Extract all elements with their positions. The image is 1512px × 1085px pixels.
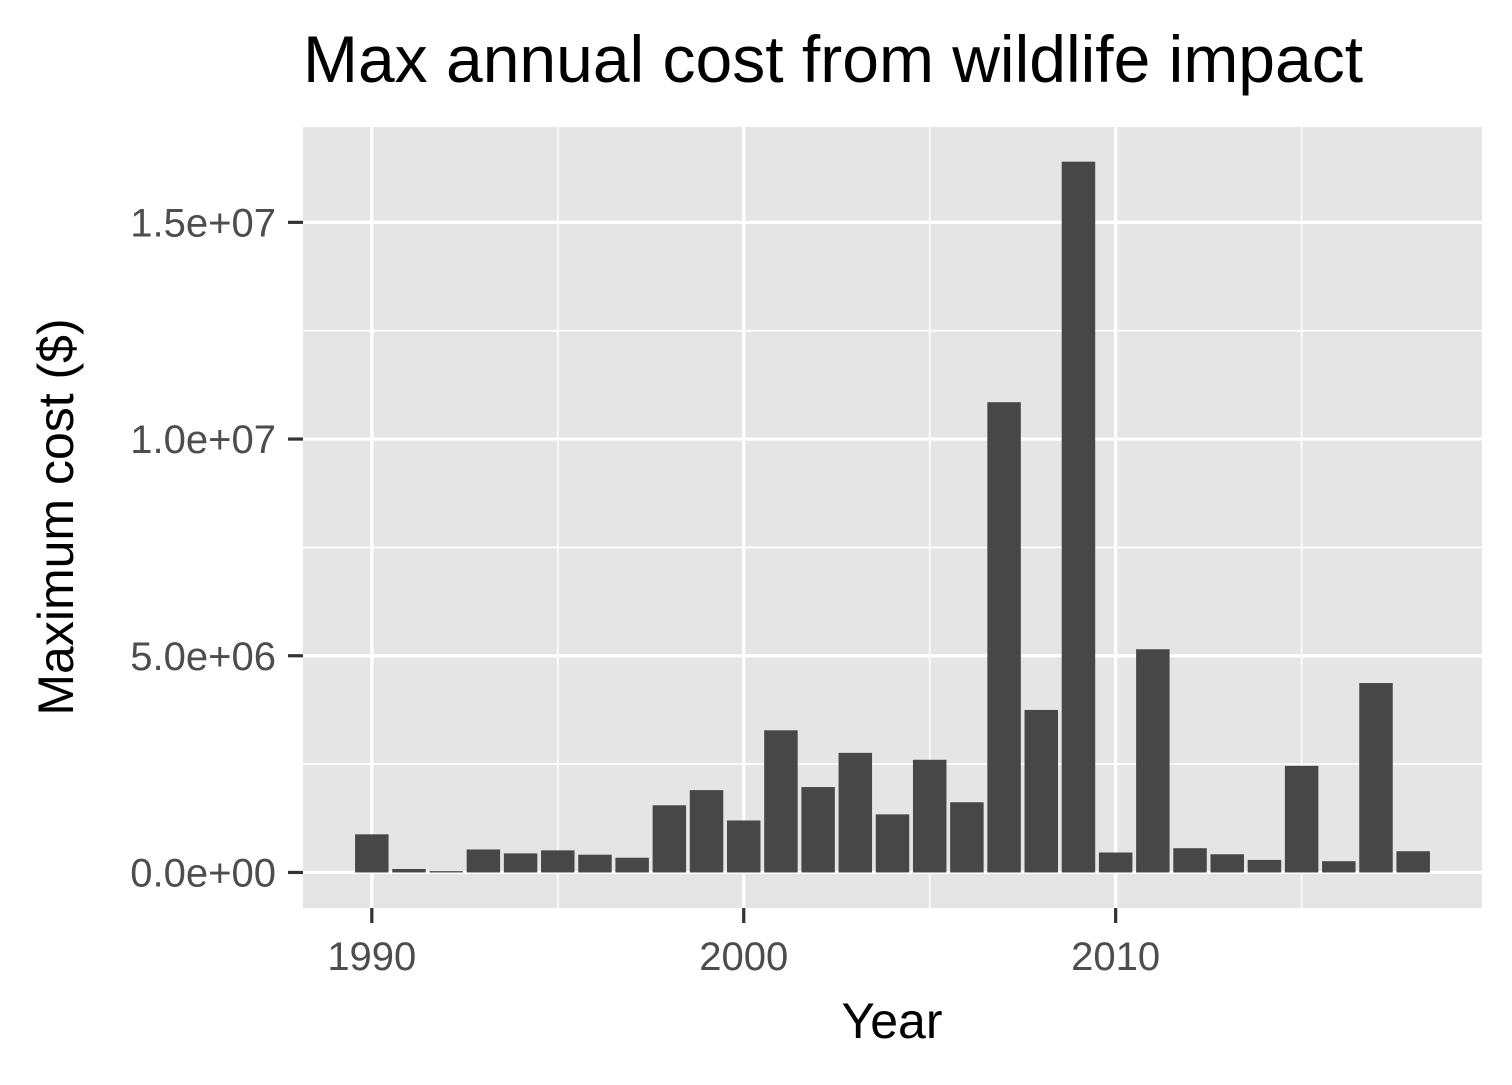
bar-1990	[355, 834, 389, 873]
bar-series	[355, 161, 1430, 873]
bar-1998	[652, 805, 687, 873]
bar-1992	[429, 871, 463, 873]
y-tick-label: 1.0e+07	[130, 418, 276, 462]
bar-2007	[987, 402, 1021, 873]
bar-2016	[1322, 861, 1356, 873]
x-axis-title: Year	[841, 993, 942, 1049]
chart-title: Max annual cost from wildlife impact	[303, 22, 1363, 96]
minor-gridlines	[303, 127, 1482, 908]
y-tick-label: 5.0e+06	[130, 635, 276, 679]
bar-1995	[541, 850, 575, 873]
bar-1996	[578, 854, 612, 873]
y-tick-label: 1.5e+07	[130, 201, 276, 245]
y-axis-title: Maximum cost ($)	[28, 318, 84, 715]
bar-2018	[1396, 851, 1430, 873]
bar-2011	[1136, 649, 1170, 873]
bar-1991	[392, 868, 426, 873]
bar-2005	[912, 759, 947, 873]
x-tick-label: 2010	[1071, 935, 1160, 979]
bar-2004	[875, 814, 910, 873]
bar-2010	[1098, 852, 1133, 873]
bar-2015	[1284, 765, 1319, 873]
bar-2013	[1210, 854, 1244, 873]
bar-2017	[1359, 683, 1393, 873]
x-tick-label: 2000	[699, 935, 788, 979]
bar-1997	[615, 857, 649, 873]
y-axis: 0.0e+00 5.0e+06 1.0e+07 1.5e+07	[130, 201, 303, 895]
bar-2001	[764, 730, 798, 873]
x-axis: 1990 2000 2010	[327, 908, 1160, 979]
bar-2008	[1024, 709, 1059, 873]
bar-1994	[503, 853, 538, 873]
bar-2002	[801, 787, 835, 873]
bar-1993	[466, 849, 501, 873]
bar-1999	[689, 790, 724, 873]
bar-2009	[1061, 161, 1096, 873]
bar-2000	[726, 820, 761, 873]
bar-2014	[1247, 859, 1282, 873]
y-tick-label: 0.0e+00	[130, 851, 276, 895]
bar-2012	[1173, 848, 1207, 873]
bar-2003	[838, 752, 873, 873]
bar-2006	[950, 802, 984, 873]
x-tick-label: 1990	[327, 935, 416, 979]
